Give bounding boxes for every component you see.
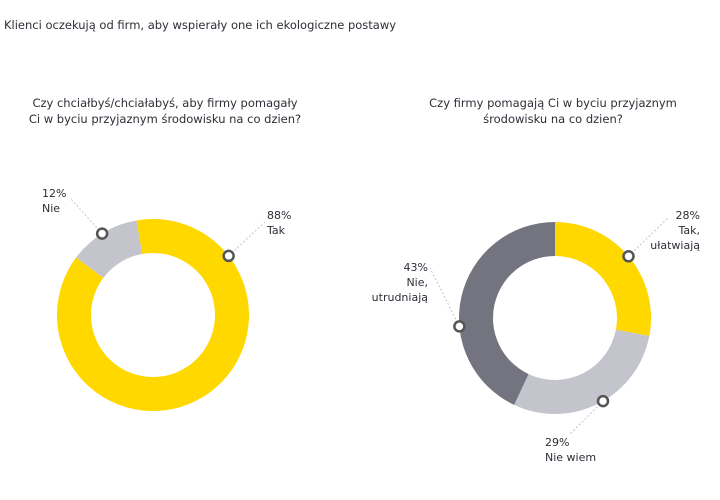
donut-segment xyxy=(459,222,555,405)
leader-line xyxy=(429,267,460,327)
segment-label: 12% Nie xyxy=(42,186,66,216)
segment-label: 88% Tak xyxy=(267,208,291,238)
value-label: 29% xyxy=(545,436,570,449)
category-label: Tak xyxy=(267,224,286,237)
value-label: 28% xyxy=(675,209,700,222)
category-label: Nie, utrudniają xyxy=(371,276,428,304)
segment-label: 28% Tak, ułatwiają xyxy=(650,208,700,253)
leader-line xyxy=(69,197,103,234)
segment-marker xyxy=(596,394,610,408)
leader-line xyxy=(628,217,669,257)
segment-marker xyxy=(453,320,466,333)
segment-label: 29% Nie wiem xyxy=(545,435,596,465)
leader-line xyxy=(228,221,266,257)
category-label: Nie wiem xyxy=(545,451,597,464)
value-label: 12% xyxy=(42,187,67,200)
chart-title: Czy chciałbyś/chciałabyś, aby firmy poma… xyxy=(28,96,302,126)
segment-marker xyxy=(95,227,109,240)
value-label: 88% xyxy=(267,209,292,222)
page-title: Klienci oczekują od firm, aby wspierały … xyxy=(4,18,397,32)
segment-marker xyxy=(622,250,635,263)
donut-segment xyxy=(555,222,651,336)
category-label: Nie xyxy=(42,202,61,215)
donut-segment xyxy=(57,219,250,411)
donut-segment xyxy=(76,220,143,278)
donut-segment xyxy=(514,329,650,415)
category-label: Tak, ułatwiają xyxy=(650,224,700,252)
segment-marker xyxy=(222,249,235,263)
chart-title: Czy firmy pomagają Ci w byciu przyjaznym… xyxy=(429,96,677,126)
value-label: 43% xyxy=(403,261,428,274)
segment-label: 43% Nie, utrudniają xyxy=(372,260,428,305)
